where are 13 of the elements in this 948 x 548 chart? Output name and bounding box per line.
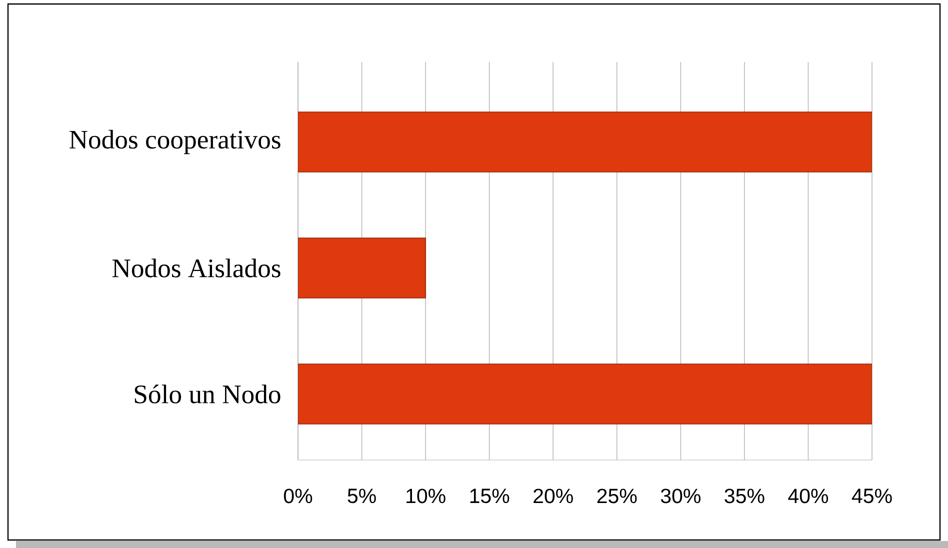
x-tick-label: 10%: [406, 488, 446, 504]
x-tick-label: 35%: [724, 488, 764, 504]
y-tick-label: Sólo un Nodo: [134, 384, 280, 404]
x-tick-label: 45%: [852, 488, 892, 504]
x-tick-label: 20%: [534, 488, 573, 504]
x-tick-label: 40%: [788, 488, 828, 504]
x-tick-label: 15%: [470, 488, 510, 504]
x-tick-label: 5%: [348, 488, 376, 504]
x-tick-label: 0%: [284, 488, 312, 504]
y-tick-label: Nodos Aislados: [112, 258, 280, 278]
y-tick-label: Nodos cooperativos: [70, 130, 280, 154]
x-tick-label: 30%: [660, 488, 700, 504]
x-tick-label: 25%: [597, 488, 637, 504]
